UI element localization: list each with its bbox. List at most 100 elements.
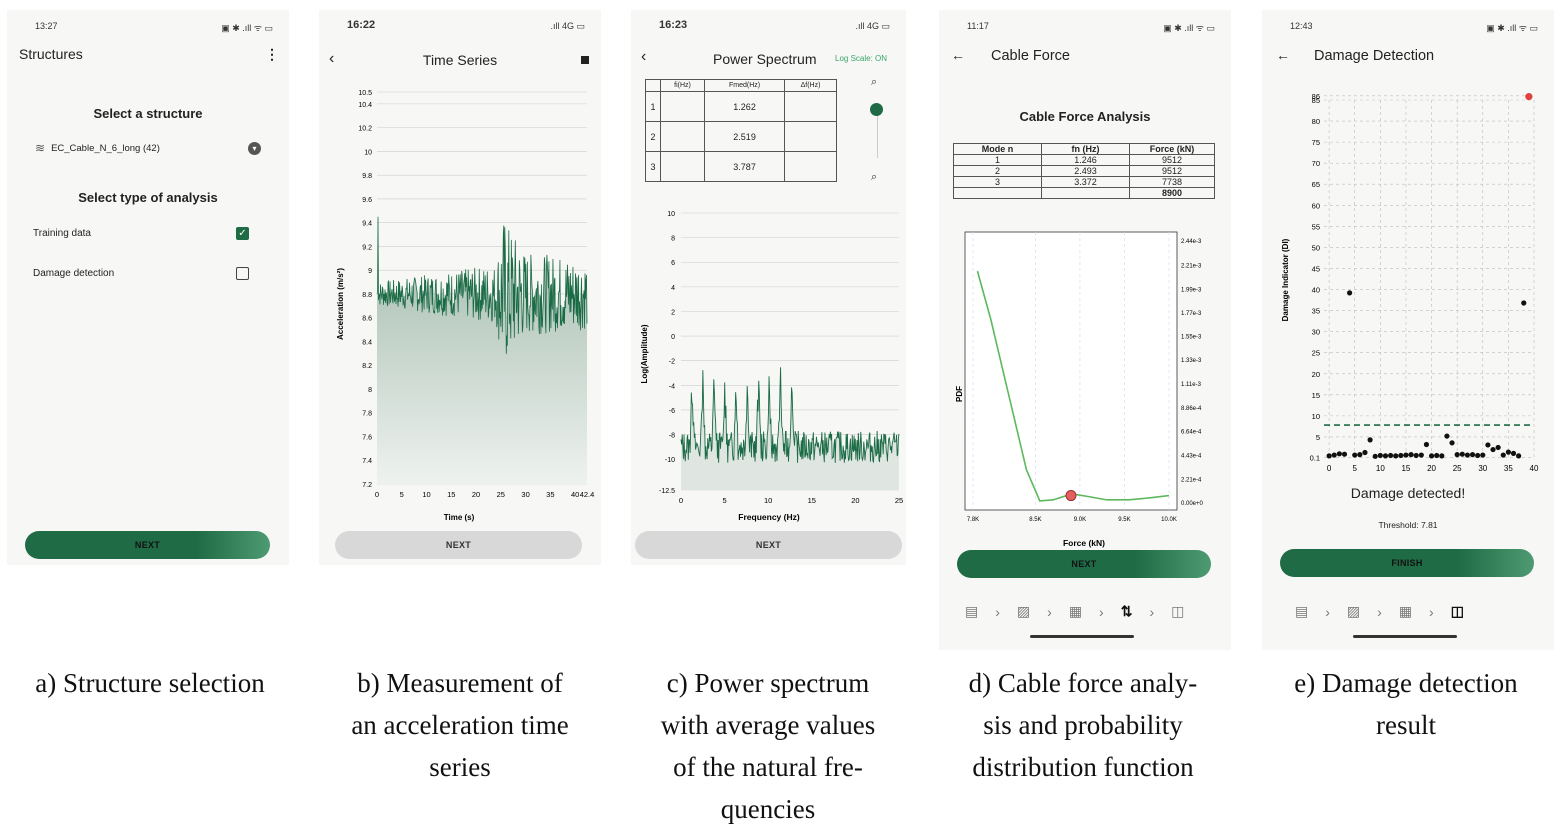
spectrum-line — [680, 367, 900, 464]
status-icons: ▣ ✱ .ıll ᯤ ▭ — [1163, 23, 1215, 33]
data-point — [1336, 451, 1342, 457]
chart-icon[interactable]: ▨ — [1016, 603, 1031, 619]
y-tick-label: 0.1 — [1310, 454, 1320, 463]
table-total: 8900 — [1129, 187, 1215, 199]
y-tick-label: -10 — [665, 457, 675, 464]
zoom-slider-knob[interactable] — [870, 103, 883, 117]
table-cell: 3 — [953, 176, 1042, 188]
zoom-in-icon[interactable]: ⌕ — [871, 76, 878, 88]
next-button[interactable]: NEXT — [635, 531, 902, 559]
y-tick-label: 15 — [1312, 391, 1320, 400]
list-icon[interactable]: ▤ — [1295, 603, 1309, 619]
back-arrow-icon[interactable]: ← — [1276, 47, 1290, 63]
status-bar: 16:23 .ıll 4G ▭ — [631, 18, 906, 34]
x-axis-label: Time (s) — [444, 513, 475, 522]
y-tick-label: 40 — [1312, 286, 1320, 295]
x-tick-label: 5 — [723, 496, 727, 505]
chevron-down-icon[interactable]: ▾ — [248, 141, 261, 155]
status-icons: .ıll 4G ▭ — [550, 21, 585, 31]
zoom-slider-track[interactable] — [876, 104, 878, 158]
data-point — [1495, 444, 1501, 451]
table-cell: 2 — [953, 165, 1042, 177]
finish-button[interactable]: FINISH — [1280, 549, 1534, 577]
y-tick-label: 2.21e-3 — [1181, 264, 1202, 270]
table-icon[interactable]: ▦ — [1068, 603, 1083, 619]
data-point — [1521, 300, 1527, 306]
y-tick-label: 8.6 — [362, 316, 372, 323]
data-point — [1500, 452, 1506, 458]
y-tick-label: 9.2 — [362, 244, 372, 251]
damage-detection-label: Damage detection — [33, 268, 115, 279]
y-tick-label: 9.4 — [362, 221, 372, 228]
table-row: 3 3.372 7738 — [953, 176, 1215, 188]
x-tick-label: 10.0K — [1161, 517, 1177, 523]
screen-title: Power Spectrum — [713, 51, 817, 67]
data-point — [1387, 452, 1394, 459]
y-tick-label: 25 — [1312, 349, 1320, 358]
data-point — [1459, 451, 1465, 457]
structure-value: EC_Cable_N_6_long (42) — [51, 142, 160, 154]
x-tick-label: 15 — [808, 496, 816, 505]
back-icon[interactable]: ‹ — [641, 48, 647, 65]
caption-b-line2: an acceleration time — [351, 710, 569, 740]
caption-c-line4: quencies — [720, 794, 816, 824]
status-bar: 11:17 ▣ ✱ .ıll ᯤ ▭ — [939, 18, 1231, 34]
data-point — [1362, 449, 1368, 456]
x-tick-label: 0 — [679, 496, 683, 505]
status-icons: ▣ ✱ .ıll ᯤ ▭ — [1486, 23, 1538, 33]
y-tick-label: 50 — [1312, 243, 1320, 252]
table-cell: 1 — [645, 91, 661, 122]
table-cell: 1.262 — [704, 91, 786, 122]
y-tick-label: 7.4 — [362, 458, 372, 465]
chart-icon[interactable]: ▨ — [1346, 603, 1361, 619]
caption-e-line1: e) Damage detection — [1294, 668, 1518, 698]
data-point — [1439, 453, 1445, 459]
training-checkbox[interactable]: ✓ — [236, 227, 249, 240]
zoom-out-icon[interactable]: ⌕ — [871, 171, 878, 183]
force-icon[interactable]: ⇅ — [1120, 603, 1133, 619]
data-point — [1428, 453, 1435, 459]
table-row: 1 1.246 9512 — [953, 154, 1215, 166]
status-time: 11:17 — [967, 21, 989, 31]
next-button[interactable]: NEXT — [957, 550, 1211, 578]
y-tick-label: 1.11e-3 — [1181, 382, 1202, 388]
y-tick-label: 1.55e-3 — [1181, 335, 1202, 341]
back-icon[interactable]: ‹ — [329, 50, 335, 67]
table-cell: 3 — [645, 151, 661, 182]
x-tick-label: 9.0K — [1074, 517, 1086, 523]
col-header: Δf(Hz) — [784, 79, 837, 92]
y-tick-label: 4.43e-4 — [1181, 453, 1202, 459]
select-structure-label: Select a structure — [93, 106, 203, 121]
data-point — [1372, 453, 1378, 459]
table-icon[interactable]: ▦ — [1398, 603, 1413, 619]
more-vert-icon[interactable]: ⋮ — [265, 46, 279, 62]
damage-points — [1326, 93, 1533, 459]
structure-dropdown[interactable]: ≋ EC_Cable_N_6_long (42) ▾ — [35, 140, 261, 156]
y-tick-label: 2.21e-4 — [1181, 477, 1202, 483]
log-scale-toggle[interactable]: Log Scale: ON — [835, 54, 888, 63]
table-total-row: 8900 — [953, 187, 1215, 199]
stop-icon[interactable] — [581, 56, 589, 64]
y-tick-label: 9 — [368, 268, 372, 275]
y-tick-label: 8 — [671, 236, 675, 243]
data-point — [1525, 93, 1533, 101]
list-icon[interactable]: ▤ — [965, 603, 979, 619]
data-point — [1423, 441, 1430, 448]
home-indicator[interactable] — [1353, 635, 1457, 638]
x-tick-label: 30 — [1478, 464, 1487, 473]
home-indicator[interactable] — [1030, 635, 1134, 638]
caption-c: c) Power spectrum with average values of… — [618, 662, 918, 830]
y-tick-label: 10 — [667, 211, 675, 218]
table-header: Mode n fn (Hz) Force (kN) — [953, 143, 1215, 155]
damage-checkbox[interactable] — [236, 267, 249, 280]
status-icons: ▣ ✱ .ıll ᯤ ▭ — [221, 23, 273, 33]
cube-icon[interactable]: ◫ — [1171, 603, 1185, 619]
x-tick-label: 9.5K — [1118, 517, 1130, 523]
back-arrow-icon[interactable]: ← — [951, 47, 965, 63]
screen-power-spectrum: 16:23 .ıll 4G ▭ ‹ Power Spectrum Log Sca… — [631, 10, 906, 565]
cube-icon[interactable]: ◫ — [1450, 603, 1464, 619]
table-row: 2 2.519 — [645, 121, 837, 152]
next-button[interactable]: NEXT — [335, 531, 582, 559]
next-button[interactable]: NEXT — [25, 531, 270, 559]
